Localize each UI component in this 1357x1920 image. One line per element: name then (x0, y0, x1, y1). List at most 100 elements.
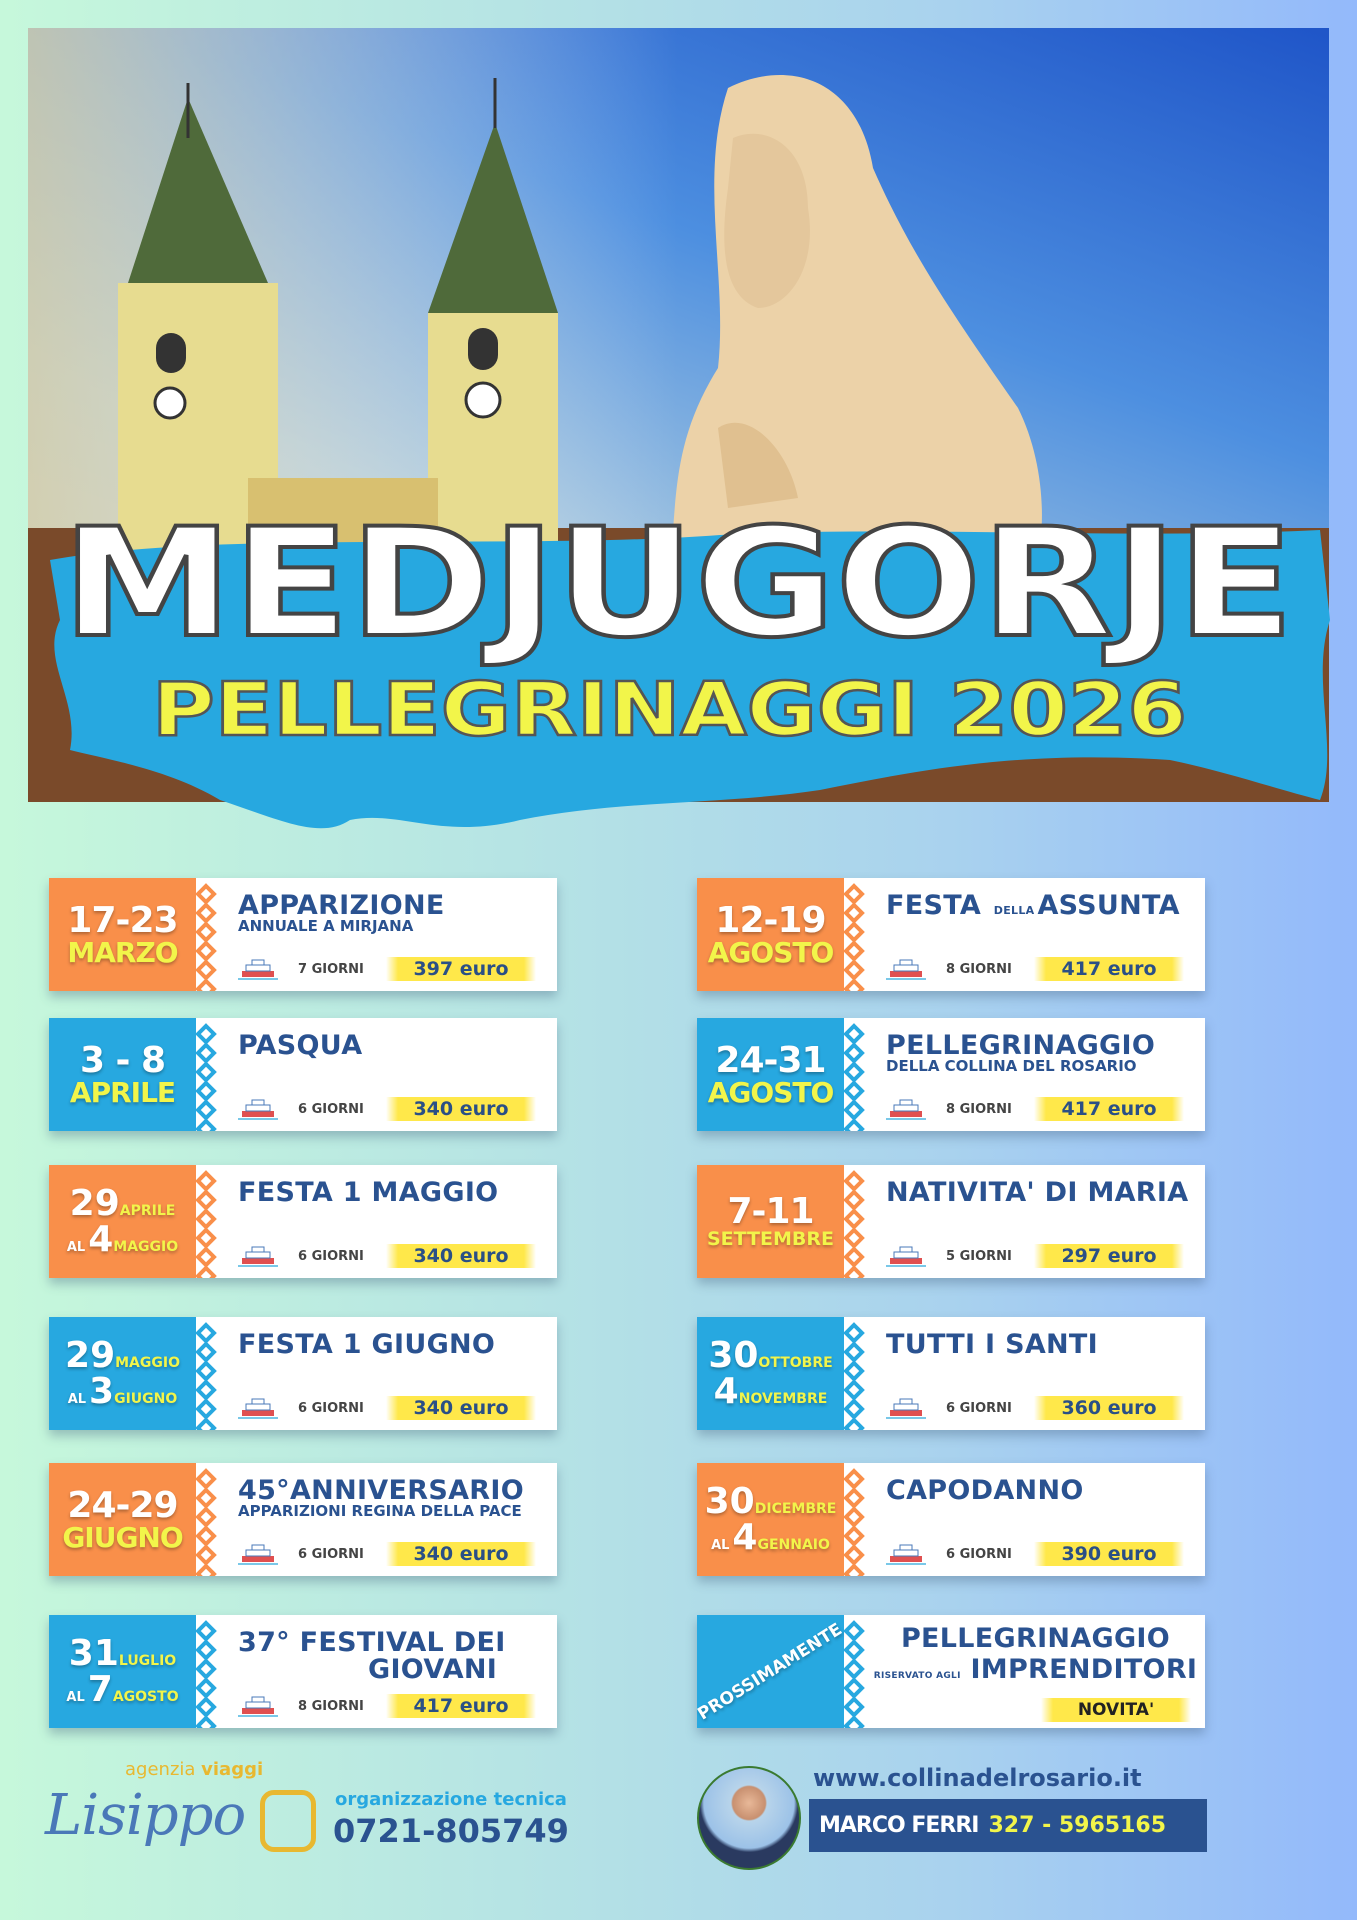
trip-details: TUTTI I SANTI 6 GIORNI 360 euro (844, 1317, 1205, 1430)
trip-details: 45°ANNIVERSARIO APPARIZIONI REGINA DELLA … (196, 1463, 557, 1576)
date-month: AGOSTO (707, 1075, 835, 1109)
date-box: 30 OTTOBRE 4 NOVEMBRE (697, 1317, 865, 1430)
trip-title-part: 45°ANNIVERSARIO (238, 1475, 524, 1506)
website-link[interactable]: www.collinadelrosario.it (813, 1764, 1142, 1792)
trip-title: 45°ANNIVERSARIO (238, 1477, 557, 1504)
date-month: APRILE (69, 1075, 176, 1109)
trip-title: FESTA DELLA ASSUNTA (886, 892, 1205, 919)
zigzag-decoration (195, 1322, 217, 1430)
coming-soon-badge: PROSSIMAMENTE (694, 1619, 847, 1724)
trip-card[interactable]: 31 LUGLIO AL 7 AGOSTO 37° FESTIVAL DEI GIOVAN… (49, 1615, 557, 1728)
trip-title: TUTTI I SANTI (886, 1331, 1205, 1358)
agency-label: agenzia (125, 1759, 202, 1780)
date-msmall: OTTOBRE (758, 1354, 833, 1371)
zigzag-decoration (195, 1170, 217, 1278)
date-al: AL (711, 1537, 730, 1553)
date-month: GIUGNO (62, 1520, 183, 1554)
trip-price: 340 euro (386, 1244, 536, 1268)
trip-price: 390 euro (1034, 1542, 1184, 1566)
date-num: 4 (713, 1370, 739, 1412)
church-tower-right (428, 78, 558, 583)
zigzag-decoration (843, 1620, 865, 1728)
trip-subtitle: APPARIZIONI REGINA DELLA PACE (238, 1502, 522, 1520)
zigzag-decoration (843, 1322, 865, 1430)
zigzag-decoration (843, 1170, 865, 1278)
trip-card[interactable]: 3 - 8 APRILE PASQUA 6 GIORNI 340 euro (49, 1018, 557, 1131)
date-range: 17-23 (67, 899, 178, 941)
trip-card[interactable]: 29 MAGGIO AL 3 GIUGNO FESTA 1 GIUGNO 6 GIORN… (49, 1317, 557, 1430)
trip-duration: 8 GIORNI (298, 1698, 364, 1714)
date-al: AL (66, 1239, 86, 1255)
trip-title-part: FESTA 1 GIUGNO (238, 1329, 496, 1360)
date-msmall: LUGLIO (118, 1652, 177, 1669)
trip-price: 417 euro (1034, 957, 1184, 981)
trip-details: CAPODANNO 6 GIORNI 390 euro (844, 1463, 1205, 1576)
date-msmall: AGOSTO (112, 1688, 179, 1705)
trip-card[interactable]: 24-31 AGOSTO PELLEGRINAGGIO DELLA COLLINA … (697, 1018, 1205, 1131)
contact-box: MARCO FERRI 327 - 5965165 (809, 1799, 1207, 1852)
date-line: 17-23 (67, 899, 178, 941)
coming-soon-title2: IMPRENDITORI (970, 1654, 1198, 1685)
trip-card[interactable]: 30 DICEMBRE AL 4 GENNAIO CAPODANNO 6 GIORNI … (697, 1463, 1205, 1576)
trip-card[interactable]: 17-23 MARZO APPARIZIONE ANNUALE A MIRJANA … (49, 878, 557, 991)
date-line: 4 NOVEMBRE (713, 1370, 828, 1412)
trip-duration: 6 GIORNI (298, 1546, 364, 1562)
trip-card[interactable]: 12-19 AGOSTO FESTA DELLA ASSUNTA 8 GIORNI … (697, 878, 1205, 991)
ship-icon (886, 1398, 926, 1419)
trip-card[interactable]: 29 APRILE AL 4 MAGGIO FESTA 1 MAGGIO 6 GIORN… (49, 1165, 557, 1278)
date-line: 24-31 (715, 1042, 826, 1079)
trip-details: FESTA 1 MAGGIO 6 GIORNI 340 euro (196, 1165, 557, 1278)
trip-title-part: FESTA 1 MAGGIO (238, 1177, 499, 1208)
date-num: 30 (704, 1480, 755, 1522)
trip-price: 397 euro (386, 957, 536, 981)
date-line: 7-11 (727, 1191, 814, 1232)
date-box: 24-31 AGOSTO (697, 1018, 865, 1131)
lisippo-logo: Lisippo (45, 1783, 246, 1848)
trip-title: PASQUA (238, 1032, 557, 1059)
trip-title-part: PASQUA (238, 1030, 363, 1061)
trip-card[interactable]: 24-29 GIUGNO 45°ANNIVERSARIO APPARIZIONI R… (49, 1463, 557, 1576)
trip-price: 340 euro (386, 1396, 536, 1420)
date-box: 30 DICEMBRE AL 4 GENNAIO (697, 1463, 865, 1576)
date-range: 12-19 (715, 899, 826, 941)
date-line: AL 3 GIUGNO (68, 1373, 178, 1410)
date-line: 30 OTTOBRE (708, 1337, 833, 1374)
date-box: 29 APRILE AL 4 MAGGIO (49, 1165, 217, 1278)
trip-title-line2: GIOVANI (368, 1654, 498, 1685)
contact-phone[interactable]: 327 - 5965165 (988, 1813, 1167, 1838)
date-line: AL 7 AGOSTO (66, 1671, 179, 1708)
date-month-m: SETTEMBRE (707, 1228, 834, 1250)
ship-icon (238, 1099, 278, 1120)
trip-duration: 8 GIORNI (946, 1101, 1012, 1117)
date-msmall: MAGGIO (115, 1354, 180, 1371)
title-brush-band (50, 530, 1330, 829)
trip-card[interactable]: 30 OTTOBRE 4 NOVEMBRE TUTTI I SANTI 6 GIORN… (697, 1317, 1205, 1430)
zigzag-decoration (195, 1620, 217, 1728)
coming-soon-card[interactable]: PROSSIMAMENTE PELLEGRINAGGIO RISERVATO A… (694, 1615, 1205, 1728)
date-msmall: GIUGNO (114, 1390, 178, 1407)
trip-title: CAPODANNO (886, 1477, 1205, 1504)
trip-title: FESTA 1 MAGGIO (238, 1179, 557, 1206)
trip-title-part: CAPODANNO (886, 1475, 1084, 1506)
date-line: 29 MAGGIO (65, 1337, 180, 1374)
trip-duration: 6 GIORNI (298, 1101, 364, 1117)
trip-duration: 6 GIORNI (946, 1546, 1012, 1562)
avatar (697, 1766, 801, 1870)
trip-title: APPARIZIONE (238, 892, 557, 919)
trip-duration: 6 GIORNI (946, 1400, 1012, 1416)
trip-card[interactable]: 7-11 SETTEMBRE NATIVITA' DI MARIA 5 GIORN… (697, 1165, 1205, 1278)
ship-icon (238, 959, 278, 980)
date-line: SETTEMBRE (707, 1230, 834, 1249)
org-phone[interactable]: 0721-805749 (333, 1812, 569, 1850)
trip-details: 37° FESTIVAL DEI GIOVANI 8 GIORNI 417 eur… (196, 1615, 557, 1728)
trip-title: FESTA 1 GIUGNO (238, 1331, 557, 1358)
trip-title-part: DELLA (993, 904, 1035, 917)
trip-title-part: FESTA (886, 890, 982, 921)
ship-icon (238, 1544, 278, 1565)
zigzag-decoration (195, 883, 217, 991)
zigzag-decoration (843, 883, 865, 991)
ship-icon (238, 1398, 278, 1419)
trip-details: FESTA DELLA ASSUNTA 8 GIORNI 417 euro (844, 878, 1205, 991)
date-range: 7-11 (727, 1191, 814, 1232)
trip-title-part: APPARIZIONE (238, 890, 445, 921)
